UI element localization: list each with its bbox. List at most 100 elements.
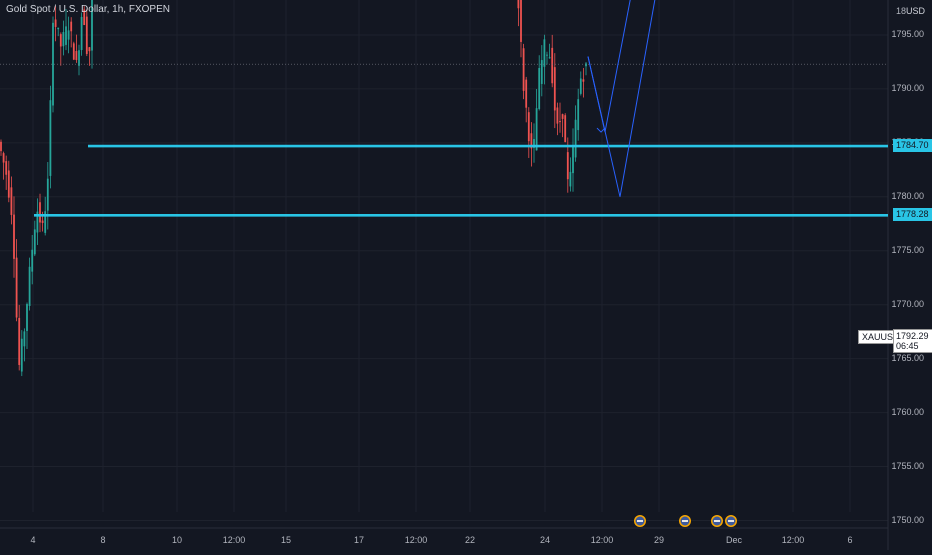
candle-body xyxy=(525,79,528,108)
last-price-value: 1792.29 xyxy=(896,331,929,341)
y-tick-label: 1780.00 xyxy=(891,190,924,201)
candle-body xyxy=(80,16,83,51)
candle-body xyxy=(91,0,93,51)
x-tick-label: 22 xyxy=(464,535,476,545)
candle-body xyxy=(36,211,39,233)
candle-body xyxy=(577,99,580,131)
x-tick-label: Dec xyxy=(725,535,743,545)
candle-body xyxy=(517,0,520,9)
candle-body xyxy=(10,187,13,215)
candle-body xyxy=(546,54,548,56)
candle-body xyxy=(551,47,554,84)
candle-body xyxy=(70,21,73,32)
candle-body xyxy=(59,34,62,47)
y-tick-label: 18 xyxy=(895,6,906,16)
y-tick-label: 1755.00 xyxy=(891,460,924,471)
candle-body xyxy=(585,63,587,67)
candle-body xyxy=(7,170,10,198)
candle-body xyxy=(548,57,551,59)
candle-body xyxy=(559,121,561,123)
event-flag-stripe xyxy=(637,520,643,522)
candle-body xyxy=(553,67,556,111)
candle-body xyxy=(2,153,5,163)
candle-body xyxy=(67,30,70,40)
y-tick-label: 1795.00 xyxy=(891,28,924,39)
candle-body xyxy=(52,22,54,106)
candle-body xyxy=(569,171,572,187)
candle-body xyxy=(83,9,86,26)
x-tick-label: 12:00 xyxy=(590,535,614,545)
candle-body xyxy=(20,338,23,372)
candle-body xyxy=(15,257,18,318)
y-tick-label: 1790.00 xyxy=(891,82,924,93)
candle-body xyxy=(41,220,44,223)
candle-body xyxy=(535,108,538,151)
event-flag-stripe xyxy=(728,520,734,522)
projection-path xyxy=(587,0,656,197)
candle-body xyxy=(527,112,530,142)
candle-body xyxy=(65,26,67,45)
last-price-label: 1792.29 06:45 xyxy=(893,329,932,353)
projection-turn-arrow xyxy=(596,127,606,133)
candle-body xyxy=(72,43,75,60)
x-tick-label: 12:00 xyxy=(222,535,246,545)
x-tick-label: 10 xyxy=(171,535,183,545)
candle-body xyxy=(543,39,546,67)
candle-body xyxy=(540,60,543,84)
candle-body xyxy=(579,78,582,94)
currency-label: USD xyxy=(906,6,926,16)
candle-body xyxy=(18,317,21,365)
candle-body xyxy=(566,152,569,180)
candle-body xyxy=(28,266,31,306)
candle-body xyxy=(520,0,522,42)
y-tick-label: 1775.00 xyxy=(891,244,924,255)
candle-body xyxy=(26,304,28,331)
candle-body xyxy=(582,79,585,82)
x-tick-label: 29 xyxy=(653,535,665,545)
candle-body xyxy=(538,68,541,110)
candle-body xyxy=(564,115,567,143)
candle-body xyxy=(75,51,78,60)
support-level-tag: 1778.28 xyxy=(893,208,932,222)
candle-body xyxy=(533,139,535,148)
candle-body xyxy=(556,107,559,124)
candle-body xyxy=(46,178,49,211)
candle-body xyxy=(23,331,26,347)
x-tick-label: 8 xyxy=(100,535,106,545)
event-flag-stripe xyxy=(682,520,688,522)
candle-body xyxy=(44,211,47,233)
event-flag-stripe xyxy=(714,520,720,522)
x-tick-label: 12:00 xyxy=(781,535,805,545)
candle-body xyxy=(33,229,36,255)
candle-body xyxy=(530,133,533,149)
x-tick-label: 12:00 xyxy=(404,535,428,545)
support-level-tag: 1784.70 xyxy=(893,139,932,153)
candle-body xyxy=(31,249,34,272)
y-tick-label: 1770.00 xyxy=(891,298,924,309)
candle-body xyxy=(0,141,2,152)
candle-body xyxy=(78,50,80,66)
x-tick-label: 4 xyxy=(30,535,36,545)
candle-body xyxy=(572,146,574,174)
candle-body xyxy=(57,27,60,30)
candle-body xyxy=(39,202,41,223)
candle-body xyxy=(62,32,65,47)
x-tick-label: 17 xyxy=(353,535,365,545)
candle-body xyxy=(13,214,15,259)
projection-path xyxy=(587,0,631,133)
y-tick-label: 1760.00 xyxy=(891,406,924,417)
x-tick-label: 15 xyxy=(280,535,292,545)
chart-title: Gold Spot / U.S. Dollar, 1h, FXOPEN xyxy=(6,4,170,15)
candle-body xyxy=(88,47,91,52)
bar-countdown: 06:45 xyxy=(896,341,919,351)
x-tick-label: 6 xyxy=(847,535,853,545)
candle-body xyxy=(49,100,52,176)
candle-body xyxy=(574,119,577,158)
candle-body xyxy=(522,48,525,91)
candle-body xyxy=(85,16,88,54)
candle-body xyxy=(5,161,8,175)
candle-body xyxy=(54,19,57,27)
y-tick-label: 1765.00 xyxy=(891,352,924,363)
